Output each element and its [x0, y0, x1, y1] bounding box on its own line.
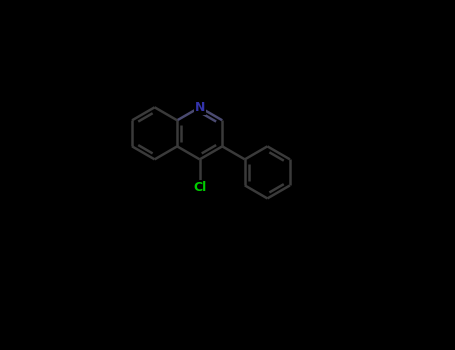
Text: Cl: Cl: [193, 181, 207, 194]
Text: N: N: [195, 101, 205, 114]
